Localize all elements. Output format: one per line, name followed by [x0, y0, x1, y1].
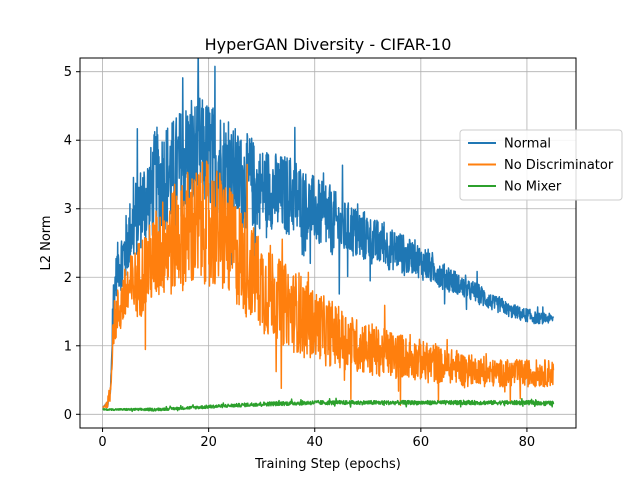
y-tick-label-1: 1: [64, 339, 72, 354]
axis-ticks: 0 20 40 60 80 0 1 2 3 4 5: [64, 65, 535, 450]
x-tick-label-4: 80: [519, 435, 536, 450]
x-axis-label: Training Step (epochs): [254, 457, 401, 472]
y-axis-label: L2 Norm: [39, 215, 54, 270]
series-lines: [102, 58, 555, 413]
y-tick-label-3: 3: [64, 202, 72, 217]
legend-box: [459, 129, 623, 201]
series-line-2: [102, 397, 555, 413]
legend-label-1: No Discriminator: [504, 158, 614, 173]
legend-label-2: No Mixer: [504, 180, 562, 195]
x-tick-label-0: 0: [98, 435, 106, 450]
y-tick-label-2: 2: [64, 271, 72, 286]
chart-title: HyperGAN Diversity - CIFAR-10: [205, 35, 452, 54]
legend-label-0: Normal: [504, 137, 551, 152]
x-tick-label-1: 20: [200, 435, 217, 450]
x-tick-label-2: 40: [306, 435, 323, 450]
series-line-0: [102, 58, 555, 409]
series-line-1: [102, 160, 555, 409]
x-tick-label-3: 60: [413, 435, 430, 450]
legend: Normal No Discriminator No Mixer: [459, 129, 623, 201]
y-tick-label-5: 5: [64, 65, 72, 80]
plot-frame: [79, 57, 577, 429]
y-tick-label-0: 0: [64, 408, 72, 423]
y-tick-label-4: 4: [64, 134, 72, 149]
